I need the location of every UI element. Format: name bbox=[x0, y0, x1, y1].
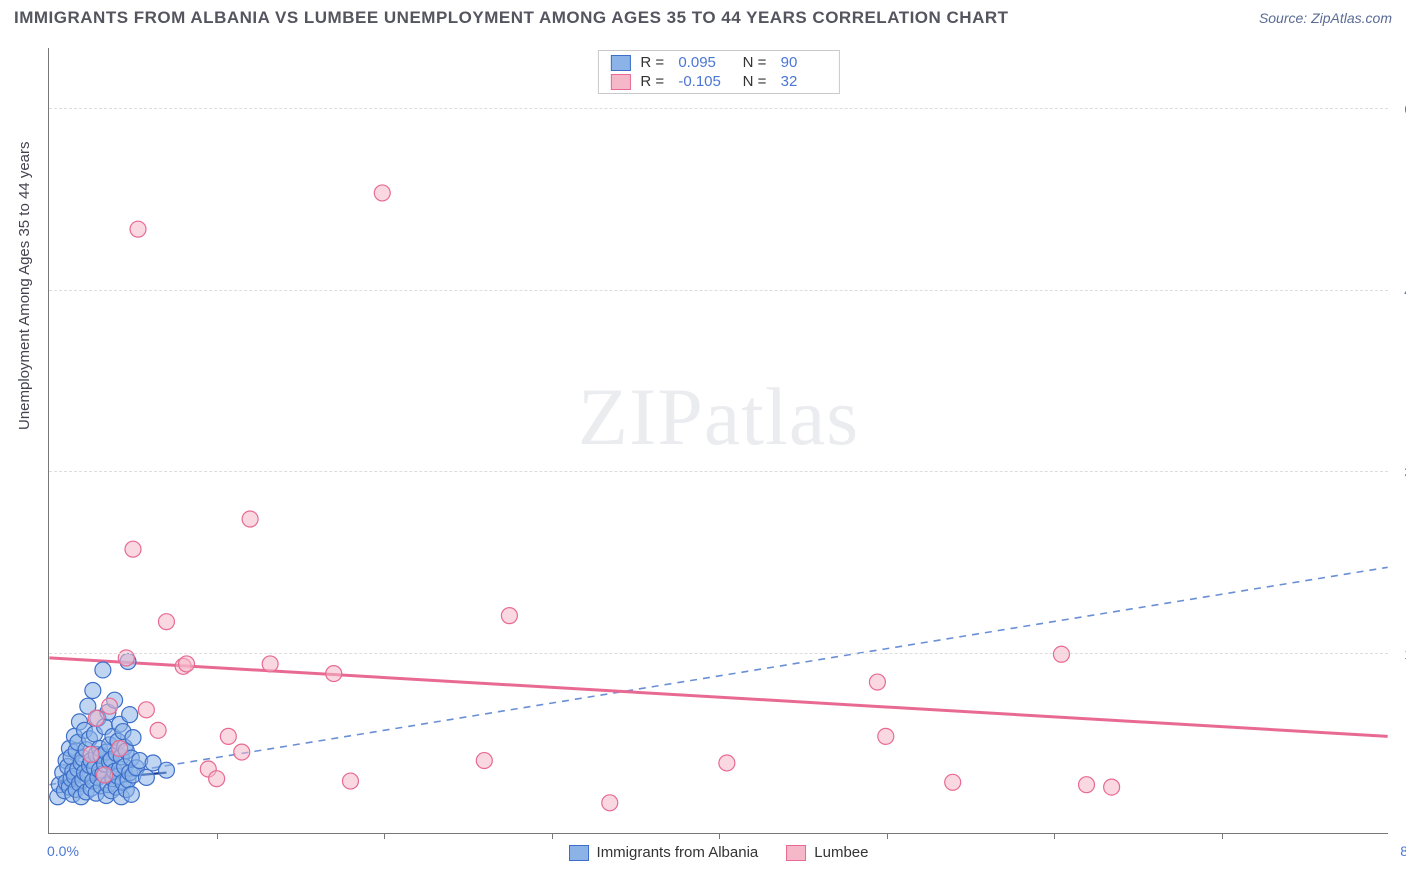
data-point bbox=[85, 683, 101, 699]
x-tick bbox=[1054, 833, 1055, 839]
legend-swatch bbox=[610, 74, 630, 90]
legend-n-label: N = bbox=[734, 54, 770, 71]
data-point bbox=[112, 740, 128, 756]
data-point bbox=[150, 722, 166, 738]
legend-item: Immigrants from Albania bbox=[569, 844, 759, 861]
y-tick-label: 30.0% bbox=[1394, 464, 1406, 480]
data-point bbox=[88, 710, 104, 726]
legend-label: Lumbee bbox=[814, 844, 868, 861]
y-tick-label: 45.0% bbox=[1394, 283, 1406, 299]
data-point bbox=[138, 769, 154, 785]
legend-swatch bbox=[569, 845, 589, 861]
chart-title: IMMIGRANTS FROM ALBANIA VS LUMBEE UNEMPL… bbox=[14, 8, 1009, 28]
legend-swatch bbox=[786, 845, 806, 861]
grid-line: 60.0% bbox=[49, 108, 1388, 109]
data-point bbox=[1053, 646, 1069, 662]
data-point bbox=[719, 755, 735, 771]
legend-swatch bbox=[610, 55, 630, 71]
legend-r-label: R = bbox=[640, 54, 668, 71]
data-point bbox=[220, 728, 236, 744]
correlation-legend: R = 0.095 N = 90R = -0.105 N = 32 bbox=[597, 50, 839, 94]
legend-row: R = 0.095 N = 90 bbox=[598, 53, 838, 72]
data-point bbox=[326, 666, 342, 682]
data-point bbox=[125, 730, 141, 746]
x-tick bbox=[1222, 833, 1223, 839]
x-tick bbox=[384, 833, 385, 839]
legend-r-label: R = bbox=[640, 73, 668, 90]
source-attribution: Source: ZipAtlas.com bbox=[1259, 10, 1392, 26]
data-point bbox=[125, 541, 141, 557]
x-tick bbox=[217, 833, 218, 839]
data-point bbox=[83, 747, 99, 763]
scatter-plot: ZIPatlas R = 0.095 N = 90R = -0.105 N = … bbox=[48, 48, 1388, 834]
data-point bbox=[179, 656, 195, 672]
legend-label: Immigrants from Albania bbox=[597, 844, 759, 861]
grid-line: 30.0% bbox=[49, 471, 1388, 472]
legend-n-label: N = bbox=[734, 73, 770, 90]
data-point bbox=[342, 773, 358, 789]
data-point bbox=[878, 728, 894, 744]
data-point bbox=[130, 221, 146, 237]
data-point bbox=[95, 662, 111, 678]
series-legend: Immigrants from Albania Lumbee bbox=[569, 844, 869, 861]
x-tick bbox=[552, 833, 553, 839]
y-tick-label: 60.0% bbox=[1394, 101, 1406, 117]
data-point bbox=[138, 702, 154, 718]
legend-r-value: 0.095 bbox=[678, 54, 724, 71]
legend-n-value: 90 bbox=[781, 54, 827, 71]
data-point bbox=[501, 608, 517, 624]
legend-r-value: -0.105 bbox=[678, 73, 724, 90]
legend-n-value: 32 bbox=[781, 73, 827, 90]
x-tick bbox=[887, 833, 888, 839]
data-point bbox=[945, 774, 961, 790]
data-point bbox=[102, 698, 118, 714]
data-point bbox=[158, 614, 174, 630]
data-point bbox=[262, 656, 278, 672]
data-point bbox=[1079, 777, 1095, 793]
y-tick-label: 15.0% bbox=[1394, 646, 1406, 662]
x-tick bbox=[719, 833, 720, 839]
data-point bbox=[123, 786, 139, 802]
data-point bbox=[602, 795, 618, 811]
data-point bbox=[869, 674, 885, 690]
data-point bbox=[242, 511, 258, 527]
y-axis-label: Unemployment Among Ages 35 to 44 years bbox=[16, 141, 33, 430]
data-point bbox=[209, 771, 225, 787]
grid-line: 15.0% bbox=[49, 653, 1388, 654]
data-point bbox=[97, 767, 113, 783]
legend-item: Lumbee bbox=[786, 844, 868, 861]
data-point bbox=[374, 185, 390, 201]
grid-line: 45.0% bbox=[49, 290, 1388, 291]
data-point bbox=[158, 762, 174, 778]
points-layer bbox=[49, 48, 1388, 833]
legend-row: R = -0.105 N = 32 bbox=[598, 72, 838, 91]
data-point bbox=[1104, 779, 1120, 795]
x-origin-label: 0.0% bbox=[47, 843, 79, 859]
data-point bbox=[234, 744, 250, 760]
x-max-label: 80.0% bbox=[1400, 843, 1406, 859]
data-point bbox=[476, 753, 492, 769]
data-point bbox=[122, 707, 138, 723]
